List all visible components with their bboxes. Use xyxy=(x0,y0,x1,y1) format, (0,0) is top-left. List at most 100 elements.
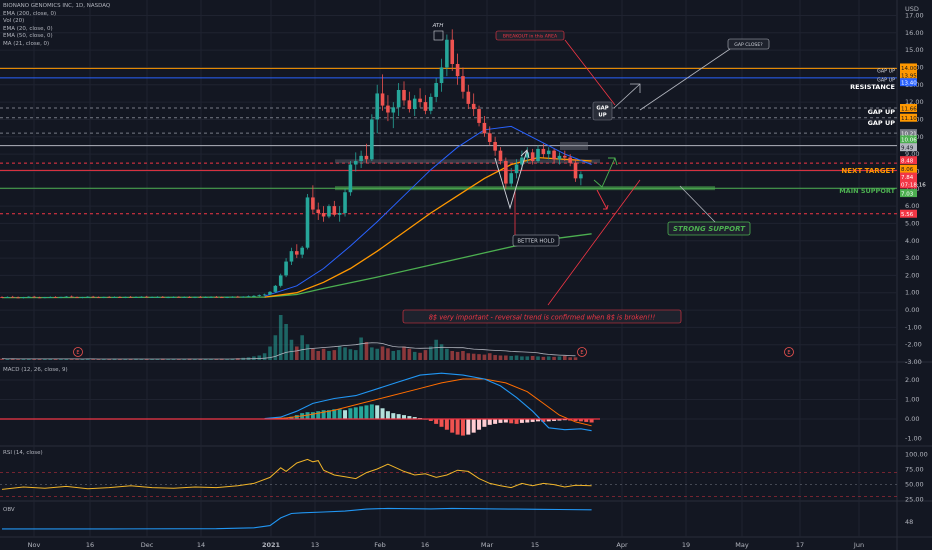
volume-bar xyxy=(493,355,497,360)
volume-bar xyxy=(278,315,283,360)
price-axis-label: 13.95 xyxy=(901,74,917,80)
macd-histogram-bar xyxy=(557,419,562,421)
obv-title: OBV xyxy=(3,507,15,513)
candle-body xyxy=(27,296,31,298)
earnings-marker-label: E xyxy=(76,350,79,356)
macd-histogram-bar xyxy=(391,413,396,419)
macd-histogram-bar xyxy=(380,408,385,419)
price-axis-label-bg xyxy=(900,113,917,122)
note-label: 8$ very important - reversal trend is co… xyxy=(429,314,656,322)
candle-body xyxy=(353,161,358,165)
price-axis-label: 13.40 xyxy=(901,80,917,86)
candle-body xyxy=(161,296,165,298)
macd-histogram-bar xyxy=(402,415,406,419)
volume-ma-line xyxy=(1,342,576,360)
macd-histogram-bar xyxy=(396,414,401,419)
candle-body xyxy=(407,100,412,110)
candle-body xyxy=(300,247,304,255)
macd-histogram-bar xyxy=(434,419,439,424)
candle-body xyxy=(391,107,396,113)
price-axis-label-bg xyxy=(900,63,917,72)
candle-body xyxy=(246,296,251,298)
macd-histogram-bar xyxy=(493,419,498,424)
volume-bar xyxy=(300,335,304,360)
volume-bar xyxy=(541,356,546,360)
volume-bar xyxy=(85,358,90,360)
candle-body xyxy=(412,98,417,110)
volume-bar xyxy=(423,350,428,360)
macd-histogram-bar xyxy=(316,411,321,419)
price-axis-label: 7.03 xyxy=(901,191,914,197)
candle-body xyxy=(375,93,379,120)
support-band xyxy=(335,186,715,191)
candle-body xyxy=(429,96,433,111)
candle-body xyxy=(455,63,460,77)
candle-body xyxy=(203,297,208,298)
rsi-title: RSI (14, close) xyxy=(3,450,43,456)
price-tick-label: 2.00 xyxy=(905,271,919,279)
candle-body xyxy=(37,297,42,299)
price-axis-label-bg xyxy=(900,189,917,198)
volume-bar xyxy=(182,359,187,360)
candle-body xyxy=(348,164,353,193)
volume-bar xyxy=(128,359,133,360)
macd-tick-label: 2.00 xyxy=(905,376,919,384)
volume-bar xyxy=(498,355,503,360)
time-tick-label: 2021 xyxy=(262,541,281,549)
rsi-tick-label: 100.00 xyxy=(905,451,928,459)
time-tick-label: Dec xyxy=(141,541,154,549)
strong-support-box xyxy=(667,221,751,236)
macd-title: MACD (12, 26, close, 9) xyxy=(3,367,68,373)
price-tick-label: 15.00 xyxy=(905,46,924,54)
candle-body xyxy=(546,150,551,155)
volume-bar xyxy=(123,359,128,360)
candle-body xyxy=(498,150,503,162)
volume-bar xyxy=(144,359,149,360)
candle-body xyxy=(177,296,181,298)
ema20-line xyxy=(264,125,592,297)
volume-bar xyxy=(504,355,508,360)
candle-body xyxy=(102,296,106,298)
volume-bar xyxy=(482,354,487,360)
candle-body xyxy=(187,297,192,298)
next-target-label: NEXT TARGET xyxy=(841,167,895,175)
candle-body xyxy=(171,296,176,298)
volume-bar xyxy=(75,359,79,360)
candle-body xyxy=(214,296,219,298)
volume-bar xyxy=(273,335,278,360)
obv-line xyxy=(2,507,592,530)
macd-histogram-bar xyxy=(444,419,449,430)
price-tick-label: 17.00 xyxy=(905,11,924,19)
volume-bar xyxy=(434,339,438,360)
candle-body xyxy=(466,91,471,104)
price-tick-label: 1.00 xyxy=(905,289,919,297)
candle-body xyxy=(21,297,26,299)
candle-body xyxy=(536,148,540,162)
volume-bar xyxy=(514,355,519,360)
macd-histogram-bar xyxy=(289,416,294,419)
gap-up-box xyxy=(592,101,613,121)
price-tick-label: -1.00 xyxy=(905,323,922,331)
candle-body xyxy=(252,295,256,297)
volume-bar xyxy=(573,357,578,360)
candle-body xyxy=(0,297,4,298)
price-axis-label: 07:18:16 xyxy=(901,183,926,189)
projection-path xyxy=(494,149,528,210)
volume-bar xyxy=(305,344,310,360)
price-tick-label: -3.00 xyxy=(905,358,922,366)
volume-bar xyxy=(171,359,176,360)
time-tick-label: Feb xyxy=(374,541,386,549)
macd-histogram-bar xyxy=(584,419,589,422)
note-pointer-line xyxy=(547,179,641,306)
candle-body xyxy=(396,89,401,108)
volume-bar xyxy=(412,351,417,360)
main-support-label: MAIN SUPPORT xyxy=(839,187,895,195)
candle-body xyxy=(241,296,245,298)
candle-body xyxy=(520,157,524,165)
volume-bar xyxy=(80,359,85,360)
candle-body xyxy=(182,297,187,298)
price-axis-label: 11.66 xyxy=(901,106,917,112)
candle-body xyxy=(134,297,138,298)
macd-histogram-bar xyxy=(573,419,578,421)
